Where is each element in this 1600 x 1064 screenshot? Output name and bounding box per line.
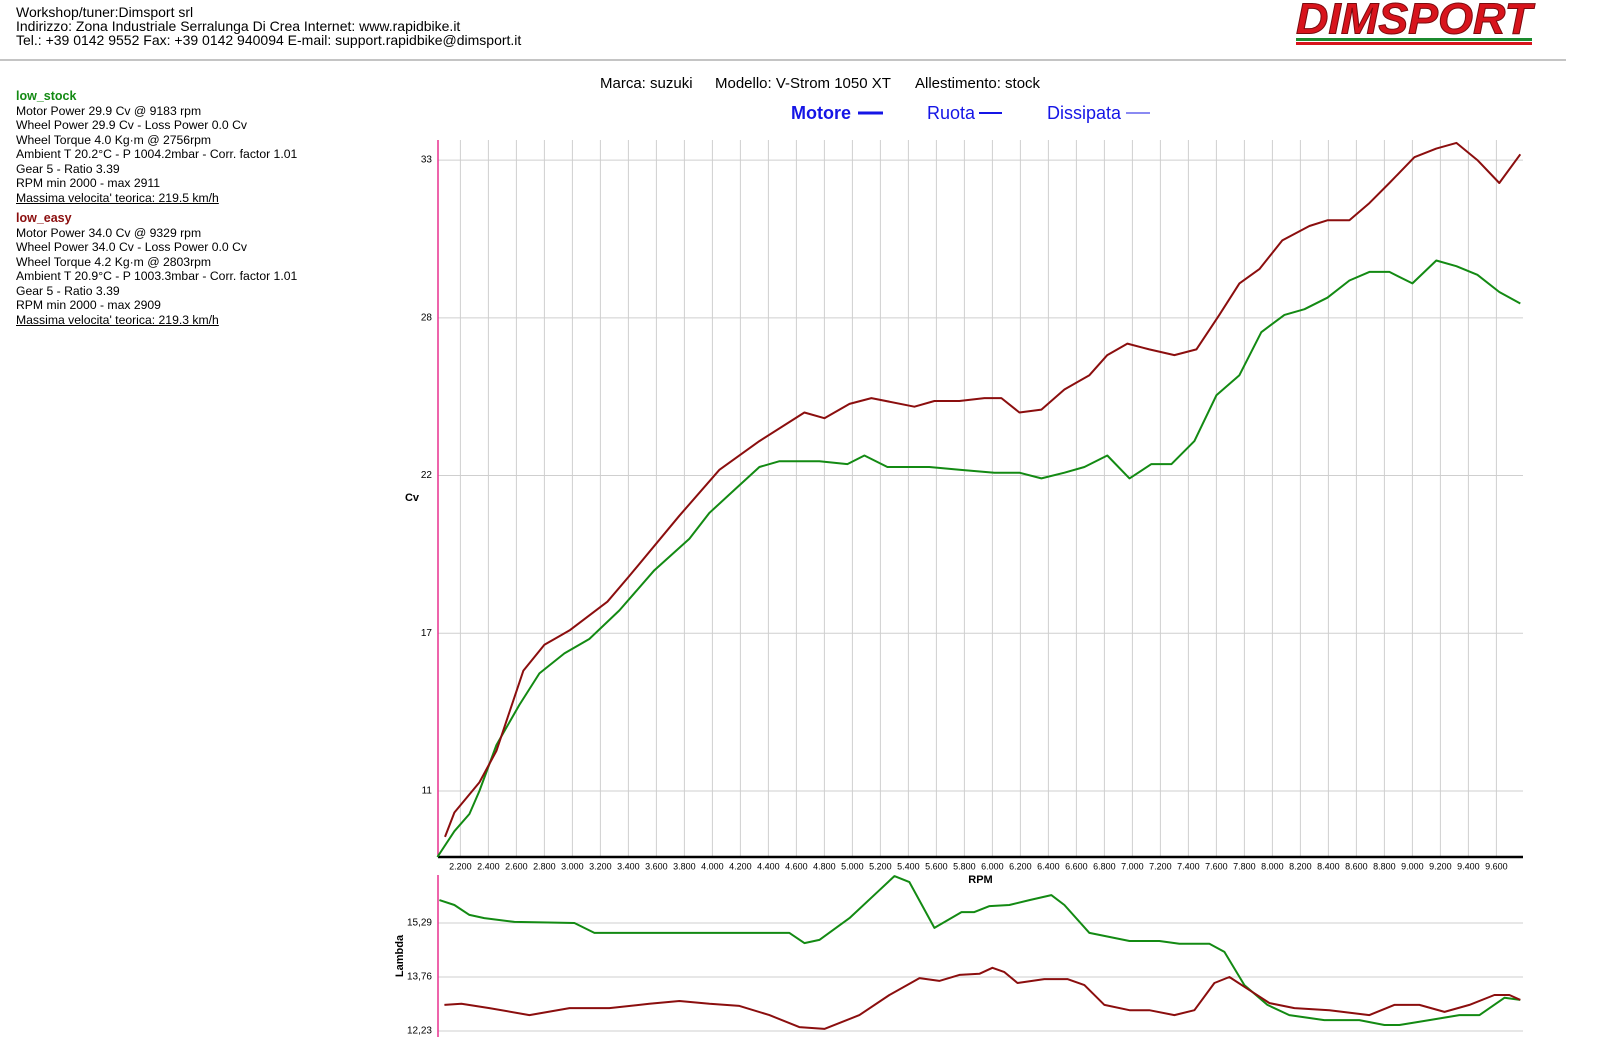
y-tick-label: 28 (421, 312, 433, 323)
x-tick-label: 3.600 (645, 861, 668, 871)
x-tick-label: 3.200 (589, 861, 612, 871)
header-line: Workshop/tuner:Dimsport srl (16, 4, 194, 20)
x-tick-label: 3.400 (617, 861, 640, 871)
x-tick-label: 8.800 (1373, 861, 1396, 871)
vehicle-info: Modello: V-Strom 1050 XT (715, 75, 891, 92)
run-detail: Wheel Power 34.0 Cv - Loss Power 0.0 Cv (16, 240, 247, 254)
y-tick-label: 12,23 (407, 1026, 432, 1037)
run-detail: Gear 5 - Ratio 3.39 (16, 161, 120, 176)
x-tick-label: 6.000 (981, 861, 1004, 871)
run-detail: Wheel Power 29.9 Cv - Loss Power 0.0 Cv (16, 118, 247, 132)
run-detail: Ambient T 20.2°C - P 1004.2mbar - Corr. … (16, 147, 298, 161)
x-tick-label: 2.800 (533, 861, 556, 871)
x-tick-label: 2.600 (505, 861, 528, 871)
run-detail: RPM min 2000 - max 2909 (16, 298, 161, 312)
x-tick-label: 6.600 (1065, 861, 1088, 871)
x-tick-label: 6.800 (1093, 861, 1116, 871)
x-tick-label: 9.200 (1429, 861, 1452, 871)
x-tick-label: 8.200 (1289, 861, 1312, 871)
x-tick-label: 8.600 (1345, 861, 1368, 871)
x-tick-label: 2.200 (449, 861, 472, 871)
x-tick-label: 4.800 (813, 861, 836, 871)
x-tick-label: 9.400 (1457, 861, 1480, 871)
x-tick-label: 4.200 (729, 861, 752, 871)
x-tick-label: 7.400 (1177, 861, 1200, 871)
run-name: low_stock (16, 89, 77, 103)
x-tick-label: 8.400 (1317, 861, 1340, 871)
x-tick-label: 7.200 (1149, 861, 1172, 871)
x-tick-label: 5.400 (897, 861, 920, 871)
vehicle-info: Allestimento: stock (915, 75, 1041, 92)
y-tick-label: 22 (421, 470, 433, 481)
x-tick-label: 7.000 (1121, 861, 1144, 871)
header-line: Indirizzo: Zona Industriale Serralunga D… (16, 18, 461, 34)
x-tick-label: 9.000 (1401, 861, 1424, 871)
mode-tab[interactable]: Motore (791, 103, 851, 123)
run-detail: Wheel Torque 4.0 Kg·m @ 2756rpm (16, 132, 212, 147)
x-tick-label: 5.000 (841, 861, 864, 871)
series-line (444, 141, 1522, 838)
run-detail: RPM min 2000 - max 2911 (16, 176, 161, 190)
x-tick-label: 7.800 (1233, 861, 1256, 871)
run-detail: Wheel Torque 4.2 Kg·m @ 2803rpm (16, 254, 212, 269)
mode-tab[interactable]: Dissipata (1047, 103, 1122, 123)
x-tick-label: 6.400 (1037, 861, 1060, 871)
run-top-speed: Massima velocita' teorica: 219.3 km/h (16, 312, 219, 327)
x-tick-label: 2.400 (477, 861, 500, 871)
x-tick-label: 6.200 (1009, 861, 1032, 871)
x-tick-label: 5.600 (925, 861, 948, 871)
y-tick-label: 13,76 (407, 972, 432, 983)
y-axis-label: Lambda (394, 934, 406, 977)
run-detail: Motor Power 34.0 Cv @ 9329 rpm (16, 225, 202, 240)
x-tick-label: 8.000 (1261, 861, 1284, 871)
x-tick-label: 9.600 (1485, 861, 1508, 871)
y-tick-label: 17 (421, 628, 433, 639)
logo: DIMSPORT (1296, 0, 1535, 44)
run-detail: Gear 5 - Ratio 3.39 (16, 283, 120, 298)
series-line (439, 875, 1521, 1026)
x-tick-label: 7.600 (1205, 861, 1228, 871)
header-line: Tel.: +39 0142 9552 Fax: +39 0142 940094… (16, 32, 522, 48)
x-tick-label: 4.600 (785, 861, 808, 871)
logo-stripe (1296, 38, 1532, 41)
run-detail: Ambient T 20.9°C - P 1003.3mbar - Corr. … (16, 269, 298, 283)
x-tick-label: 4.000 (701, 861, 724, 871)
y-tick-label: 33 (421, 155, 433, 166)
run-name: low_easy (16, 211, 72, 225)
run-info-panel: low_stock Motor Power 29.9 Cv @ 9183 rpm W… (16, 89, 297, 333)
x-tick-label: 3.800 (673, 861, 696, 871)
x-tick-label: 4.400 (757, 861, 780, 871)
x-axis-label: RPM (968, 874, 992, 886)
series-line (436, 259, 1521, 858)
mode-tab[interactable]: Ruota (927, 103, 976, 123)
series-line (444, 966, 1521, 1030)
y-tick-label: 15,29 (407, 918, 432, 929)
vehicle-info: Marca: suzuki (600, 75, 693, 92)
x-tick-label: 5.800 (953, 861, 976, 871)
run-top-speed: Massima velocita' teorica: 219.5 km/h (16, 190, 219, 205)
x-tick-label: 3.000 (561, 861, 584, 871)
x-tick-label: 5.200 (869, 861, 892, 871)
run-detail: Motor Power 29.9 Cv @ 9183 rpm (16, 103, 202, 118)
logo-stripe (1296, 42, 1532, 45)
y-axis-label: Cv (405, 492, 420, 504)
y-tick-label: 11 (422, 786, 433, 797)
